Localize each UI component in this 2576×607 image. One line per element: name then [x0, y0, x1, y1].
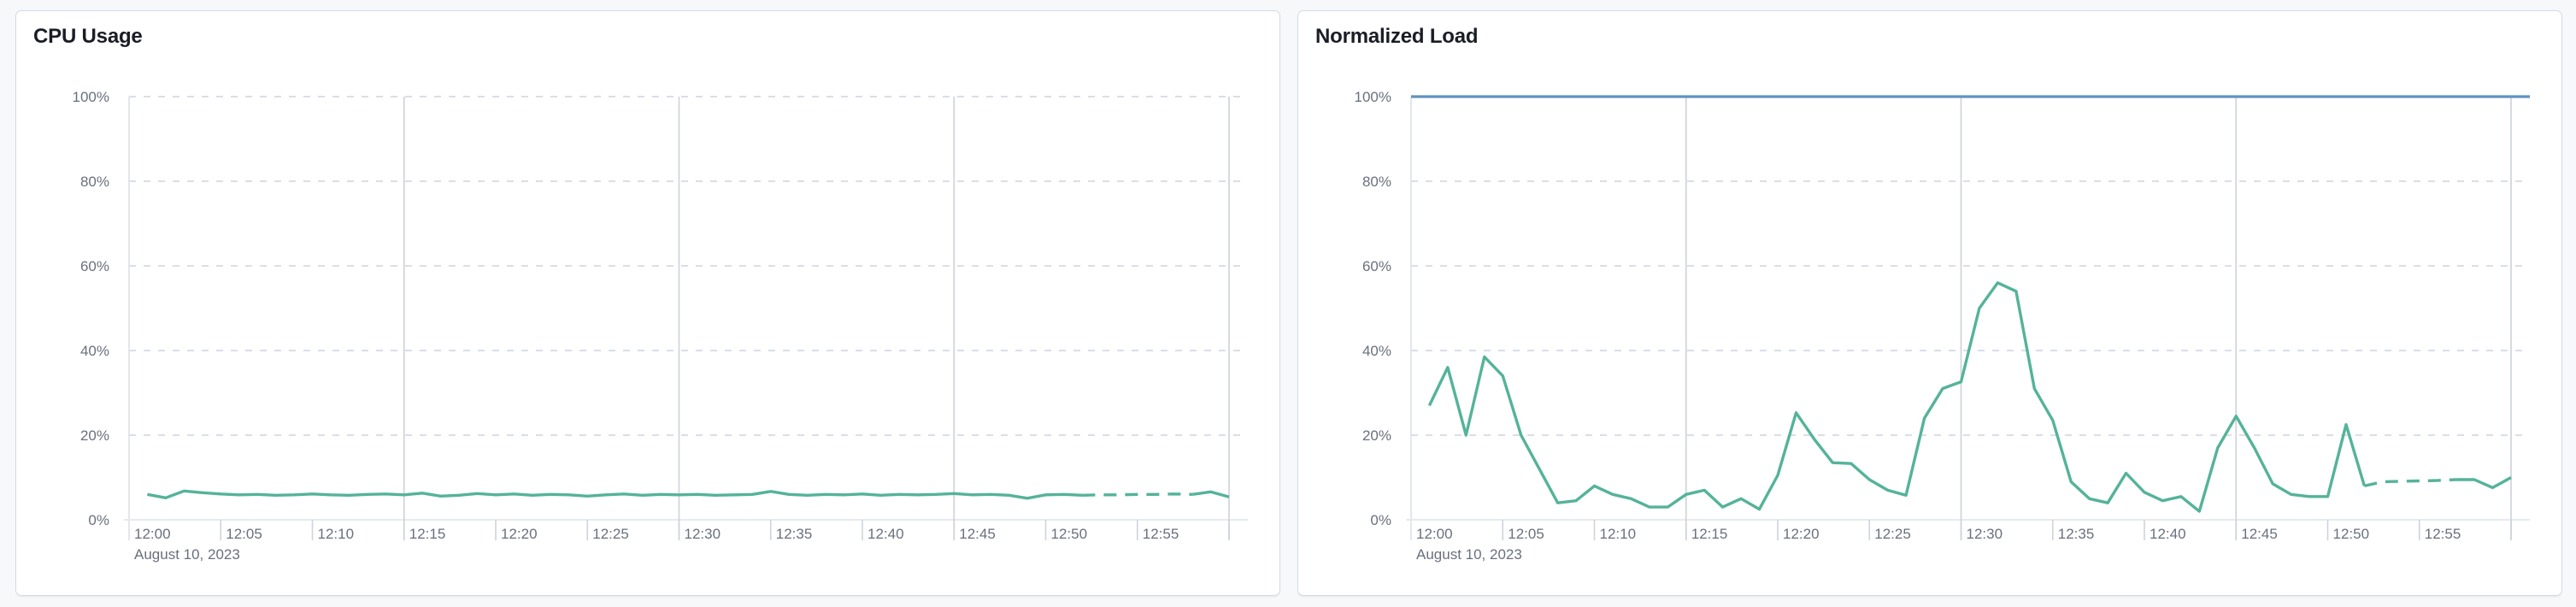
y-axis-label: 100% [73, 89, 109, 105]
normalized-load-panel: Normalized Load 0% 20% 40% 60% 80% 100% 12:00 1… [1297, 10, 2562, 596]
x-axis-label: 12:15 [1691, 526, 1728, 542]
cpu-usage-line-partial [1082, 492, 1193, 497]
y-axis-label: 0% [88, 512, 109, 528]
y-axis-label: 60% [80, 258, 109, 274]
x-axis-label: 12:05 [226, 526, 262, 542]
x-axis-label: 12:45 [2241, 526, 2278, 542]
normalized-load-line-partial [2364, 478, 2456, 488]
x-axis-label: 12:20 [1783, 526, 1820, 542]
x-axis-label: 12:05 [1508, 526, 1544, 542]
x-axis-label: 12:30 [1967, 526, 2003, 542]
x-axis-label: 12:00 [134, 526, 171, 542]
x-axis-label: 12:35 [776, 526, 813, 542]
x-axis-label: 12:10 [318, 526, 355, 542]
y-axis-label: 40% [80, 343, 109, 359]
x-axis-label: 12:50 [1051, 526, 1088, 542]
cpu-usage-line [147, 489, 1083, 500]
y-axis-label: 80% [1362, 174, 1391, 190]
cpu-usage-chart[interactable]: 0% 20% 40% 60% 80% 100% 12:00 12:05 12:10 12:15 12… [16, 11, 1279, 595]
x-axis-label: 12:00 [1416, 526, 1453, 542]
y-axis-label: 60% [1362, 258, 1391, 274]
y-axis-label: 20% [1362, 427, 1391, 444]
normalized-load-chart[interactable]: 0% 20% 40% 60% 80% 100% 12:00 12:05 12:10 12:15 12… [1298, 11, 2561, 595]
x-axis-label: 12:40 [2150, 526, 2186, 542]
panel-title: CPU Usage [33, 25, 143, 48]
x-axis-label: 12:20 [501, 526, 538, 542]
x-axis-date-label: August 10, 2023 [1416, 546, 1522, 563]
cpu-usage-panel: CPU Usage 0% 20% 40% 60% 80% 100% 12:00 12:05 12… [15, 10, 1280, 596]
x-axis-label: 12:30 [685, 526, 721, 542]
normalized-load-line [2455, 476, 2512, 490]
x-axis-label: 12:55 [2425, 526, 2461, 542]
cpu-usage-line [1191, 490, 1230, 498]
x-axis-label: 12:35 [2058, 526, 2095, 542]
x-axis-label: 12:50 [2333, 526, 2370, 542]
x-axis-label: 12:55 [1143, 526, 1179, 542]
y-axis-label: 80% [80, 174, 109, 190]
x-axis-label: 12:15 [409, 526, 446, 542]
panel-title: Normalized Load [1315, 25, 1479, 48]
y-axis-label: 20% [80, 427, 109, 444]
x-axis-label: 12:10 [1600, 526, 1637, 542]
normalized-load-line [1427, 281, 2367, 513]
x-axis-label: 12:25 [1874, 526, 1911, 542]
y-axis-label: 40% [1362, 343, 1391, 359]
x-axis-date-label: August 10, 2023 [134, 546, 240, 563]
x-axis-label: 12:45 [959, 526, 996, 542]
x-axis-label: 12:25 [592, 526, 629, 542]
x-axis-label: 12:40 [867, 526, 904, 542]
y-axis-label: 0% [1370, 512, 1391, 528]
y-axis-label: 100% [1355, 89, 1391, 105]
